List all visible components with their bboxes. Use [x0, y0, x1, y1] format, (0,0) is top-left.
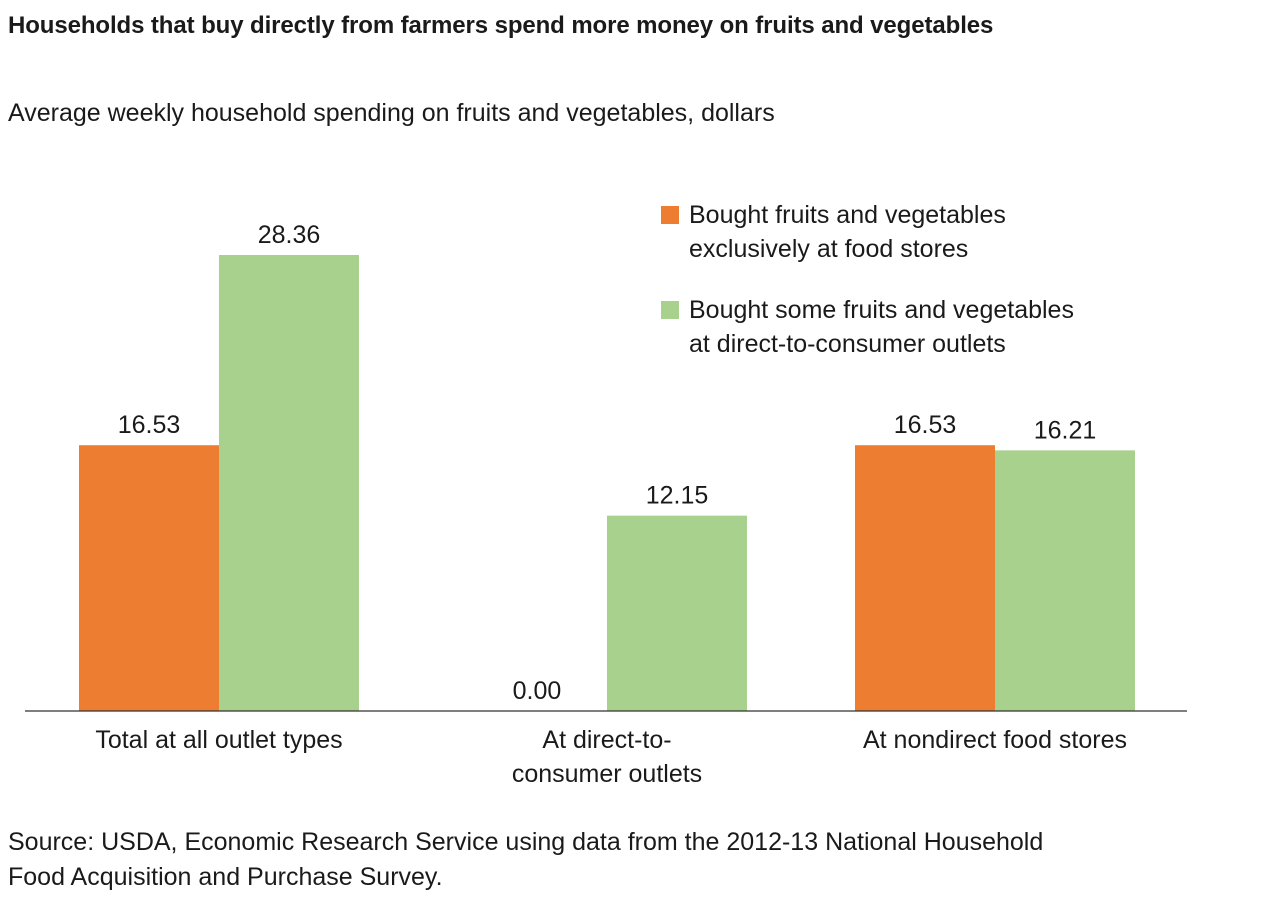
bar-food-stores-2 — [855, 445, 995, 711]
value-label-direct-outlets-0: 28.36 — [258, 221, 321, 249]
bars-group — [79, 255, 1135, 711]
value-label-food-stores-0: 16.53 — [118, 411, 181, 439]
legend-label-direct-outlets: Bought some fruits and vegetables at dir… — [689, 296, 1074, 358]
legend-item-direct-outlets: Bought some fruits and vegetables at dir… — [661, 293, 1221, 361]
value-label-food-stores-2: 16.53 — [894, 411, 957, 439]
category-label-0: Total at all outlet types — [95, 726, 342, 754]
bar-direct-outlets-0 — [219, 255, 359, 711]
value-labels-group: 16.53 28.36 0.00 12.15 16.53 16.21 — [118, 221, 1097, 705]
legend: Bought fruits and vegetables exclusively… — [661, 198, 1221, 388]
chart-title: Households that buy directly from farmer… — [8, 12, 994, 39]
legend-swatch-green — [661, 301, 679, 319]
source-note: Source: USDA, Economic Research Service … — [8, 828, 1044, 891]
bar-food-stores-0 — [79, 445, 219, 711]
value-label-direct-outlets-2: 16.21 — [1034, 416, 1097, 444]
category-labels-group: Total at all outlet types At direct-to-co… — [95, 726, 1127, 788]
category-label-2: At nondirect food stores — [863, 726, 1127, 754]
legend-swatch-orange — [661, 206, 679, 224]
legend-item-food-stores: Bought fruits and vegetables exclusively… — [661, 198, 1221, 266]
chart-subtitle: Average weekly household spending on fru… — [8, 99, 775, 127]
category-label-1: At direct-to-consumer outlets — [512, 726, 702, 788]
value-label-food-stores-1: 0.00 — [513, 677, 562, 705]
bar-direct-outlets-1 — [607, 515, 747, 711]
bar-direct-outlets-2 — [995, 450, 1135, 711]
legend-label-food-stores: Bought fruits and vegetables exclusively… — [689, 201, 1006, 263]
value-label-direct-outlets-1: 12.15 — [646, 482, 709, 510]
